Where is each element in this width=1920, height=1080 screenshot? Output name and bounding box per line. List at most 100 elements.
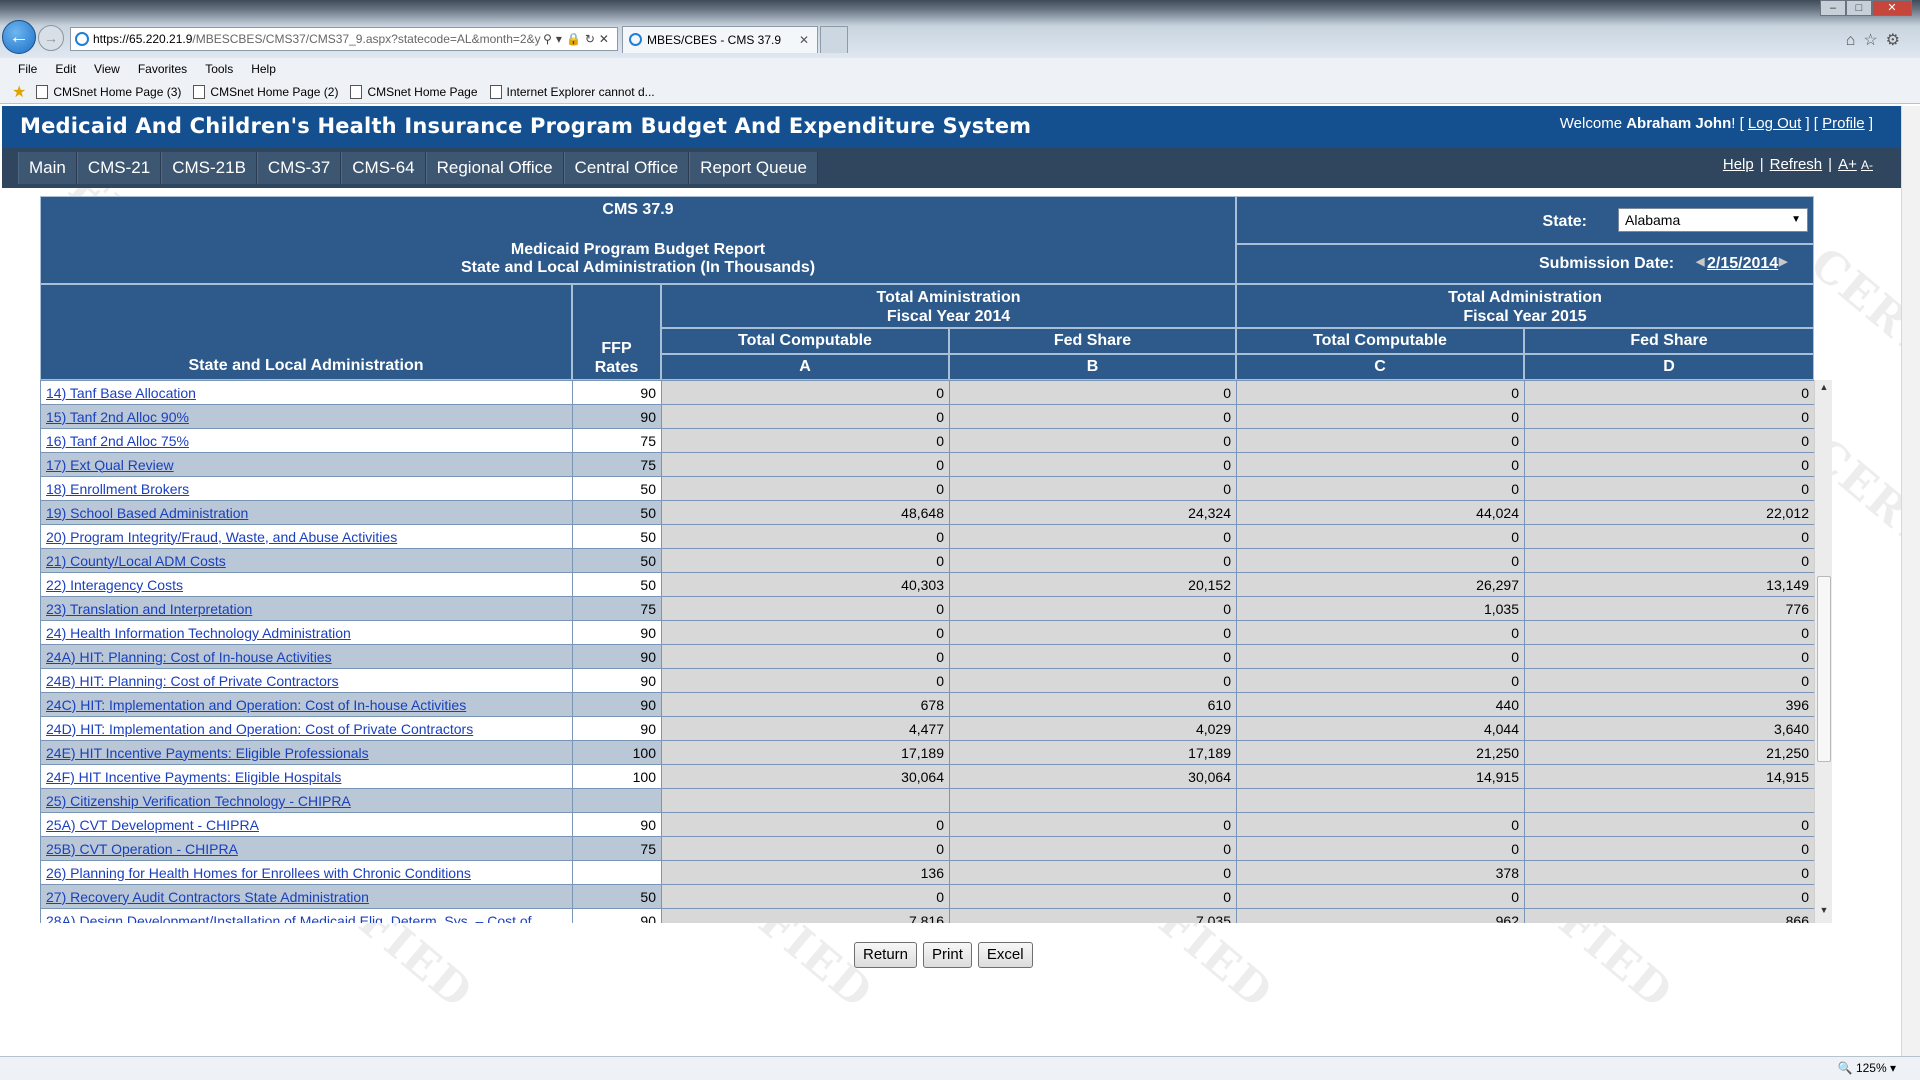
- logout-link[interactable]: Log Out: [1747, 115, 1802, 132]
- row-label-link[interactable]: 25) Citizenship Verification Technology …: [46, 792, 351, 809]
- row-value-b: 0: [949, 620, 1237, 645]
- row-label-link[interactable]: 21) County/Local ADM Costs: [46, 552, 226, 569]
- minimize-icon[interactable]: –: [1820, 0, 1846, 16]
- home-icon[interactable]: ⌂: [1845, 32, 1864, 49]
- row-label-link[interactable]: 26) Planning for Health Homes for Enroll…: [46, 864, 471, 881]
- action-buttons: Return Print Excel: [854, 942, 1033, 968]
- address-tools-icons[interactable]: ⚲▾🔒↻✕: [543, 32, 613, 46]
- favorite-link[interactable]: CMSnet Home Page: [350, 84, 478, 99]
- print-button[interactable]: Print: [923, 942, 972, 968]
- row-label-link[interactable]: 24D) HIT: Implementation and Operation: …: [46, 720, 474, 737]
- row-label-link[interactable]: 24) Health Information Technology Admini…: [46, 624, 351, 641]
- table-row: 14) Tanf Base Allocation 90 0 0 0 0: [40, 380, 1814, 405]
- row-label-link[interactable]: 16) Tanf 2nd Alloc 75%: [46, 432, 189, 449]
- gear-icon[interactable]: ⚙: [1885, 32, 1908, 49]
- row-label-link[interactable]: 18) Enrollment Brokers: [46, 480, 190, 497]
- table-row: 22) Interagency Costs 50 40,303 20,152 26,29…: [40, 572, 1814, 597]
- nav-utility-links: Help | Refresh | A+ A-: [1723, 156, 1873, 173]
- window-close-icon[interactable]: ✕: [1872, 0, 1912, 16]
- status-bar: 🔍 125% ▾: [0, 1056, 1920, 1080]
- row-value-b: 4,029: [949, 716, 1237, 741]
- scroll-up-arrow-icon[interactable]: ▲: [1819, 382, 1829, 392]
- nav-cms-37[interactable]: CMS-37: [256, 152, 342, 184]
- welcome-sep: ]: [1864, 115, 1873, 132]
- favorite-link[interactable]: Internet Explorer cannot d...: [489, 84, 655, 99]
- return-button[interactable]: Return: [854, 942, 918, 968]
- menu-tools[interactable]: Tools: [205, 62, 234, 76]
- row-label-link[interactable]: 24F) HIT Incentive Payments: Eligible Ho…: [46, 768, 342, 785]
- favorites-star-icon[interactable]: ★: [12, 83, 27, 101]
- nav-central-office[interactable]: Central Office: [563, 152, 690, 184]
- page-scrollbar[interactable]: [1901, 106, 1920, 1056]
- back-arrow-icon[interactable]: ←: [2, 20, 36, 54]
- row-label-link[interactable]: 24A) HIT: Planning: Cost of In-house Act…: [46, 648, 332, 665]
- nav-cms-21b[interactable]: CMS-21B: [161, 152, 257, 184]
- menu-view[interactable]: View: [94, 62, 120, 76]
- state-dropdown[interactable]: Alabama ▼: [1618, 208, 1808, 232]
- font-decrease-link[interactable]: A-: [1861, 158, 1873, 172]
- forward-arrow-icon[interactable]: →: [38, 25, 64, 51]
- row-label-link[interactable]: 25B) CVT Operation - CHIPRA: [46, 840, 238, 857]
- maximize-icon[interactable]: □: [1846, 0, 1872, 16]
- col-letter-d: D: [1524, 354, 1814, 380]
- row-label-cell: 26) Planning for Health Homes for Enroll…: [40, 860, 573, 885]
- favorite-link[interactable]: CMSnet Home Page (3): [36, 84, 181, 99]
- row-value-b: 20,152: [949, 572, 1237, 597]
- font-increase-link[interactable]: A+: [1838, 156, 1857, 173]
- menu-help[interactable]: Help: [251, 62, 276, 76]
- row-label-link[interactable]: 20) Program Integrity/Fraud, Waste, and …: [46, 528, 398, 545]
- row-label-link[interactable]: 17) Ext Qual Review: [46, 456, 174, 473]
- nav-cms-21[interactable]: CMS-21: [76, 152, 162, 184]
- row-label-link[interactable]: 14) Tanf Base Allocation: [46, 384, 196, 401]
- window-controls: – □ ✕: [1820, 0, 1912, 16]
- row-value-a: 0: [661, 596, 950, 621]
- profile-link[interactable]: Profile: [1822, 115, 1865, 132]
- row-label-cell: 23) Translation and Interpretation: [40, 596, 573, 621]
- menu-edit[interactable]: Edit: [55, 62, 77, 76]
- row-label-cell: 25) Citizenship Verification Technology …: [40, 788, 573, 813]
- excel-button[interactable]: Excel: [977, 942, 1033, 968]
- row-label-link[interactable]: 23) Translation and Interpretation: [46, 600, 253, 617]
- row-label-link[interactable]: 28A) Design Development/Installation of …: [46, 912, 532, 924]
- col-header-main: State and Local Administration: [40, 284, 572, 380]
- row-label-link[interactable]: 24B) HIT: Planning: Cost of Private Cont…: [46, 672, 339, 689]
- menu-favorites[interactable]: Favorites: [137, 62, 188, 76]
- row-label-link[interactable]: 25A) CVT Development - CHIPRA: [46, 816, 259, 833]
- report-table-scroll[interactable]: 14) Tanf Base Allocation 90 0 0 0 0 15) Tanf 2…: [40, 380, 1814, 923]
- table-row: 28A) Design Development/Installation of …: [40, 908, 1814, 924]
- menu-file[interactable]: File: [18, 62, 38, 76]
- scroll-thumb[interactable]: [1817, 576, 1831, 762]
- submission-date-link[interactable]: 2/15/2014: [1707, 255, 1779, 272]
- new-tab-button[interactable]: [820, 26, 848, 53]
- row-value-b: 0: [949, 380, 1237, 405]
- row-label-link[interactable]: 27) Recovery Audit Contractors State Adm…: [46, 888, 369, 905]
- row-label-link[interactable]: 19) School Based Administration: [46, 504, 249, 521]
- nav-regional-office[interactable]: Regional Office: [425, 152, 564, 184]
- table-scrollbar[interactable]: ▲ ▼: [1814, 380, 1832, 923]
- address-bar[interactable]: https://65.220.21.9/MBESCBES/CMS37/CMS37…: [70, 27, 618, 51]
- row-label-link[interactable]: 22) Interagency Costs: [46, 576, 183, 593]
- row-label-link[interactable]: 15) Tanf 2nd Alloc 90%: [46, 408, 189, 425]
- nav-report-queue[interactable]: Report Queue: [689, 152, 818, 184]
- nav-cms-64[interactable]: CMS-64: [341, 152, 426, 184]
- prev-arrow-icon[interactable]: ◀: [1696, 256, 1705, 268]
- row-label-link[interactable]: 24E) HIT Incentive Payments: Eligible Pr…: [46, 744, 369, 761]
- row-value-a: 0: [661, 548, 950, 573]
- row-value-c: 0: [1236, 428, 1525, 453]
- zoom-level[interactable]: 🔍 125% ▾: [1837, 1061, 1896, 1075]
- tab-close-icon[interactable]: ✕: [798, 33, 809, 47]
- favorites-bar: ★ CMSnet Home Page (3) CMSnet Home Page …: [0, 80, 1920, 104]
- row-value-b: 0: [949, 548, 1237, 573]
- scroll-down-arrow-icon[interactable]: ▼: [1819, 905, 1829, 915]
- page-icon: [193, 84, 206, 99]
- browser-tab[interactable]: MBES/CBES - CMS 37.9 ✕: [622, 26, 818, 53]
- row-value-a: 0: [661, 668, 950, 693]
- next-arrow-icon[interactable]: ▶: [1779, 256, 1788, 268]
- favorite-link[interactable]: CMSnet Home Page (2): [193, 84, 338, 99]
- zoom-value: 125%: [1855, 1061, 1887, 1075]
- help-link[interactable]: Help: [1722, 156, 1754, 173]
- row-label-link[interactable]: 24C) HIT: Implementation and Operation: …: [46, 696, 467, 713]
- refresh-link[interactable]: Refresh: [1769, 156, 1823, 173]
- favorites-star-icon[interactable]: ☆: [1863, 32, 1886, 49]
- nav-main[interactable]: Main: [18, 152, 77, 184]
